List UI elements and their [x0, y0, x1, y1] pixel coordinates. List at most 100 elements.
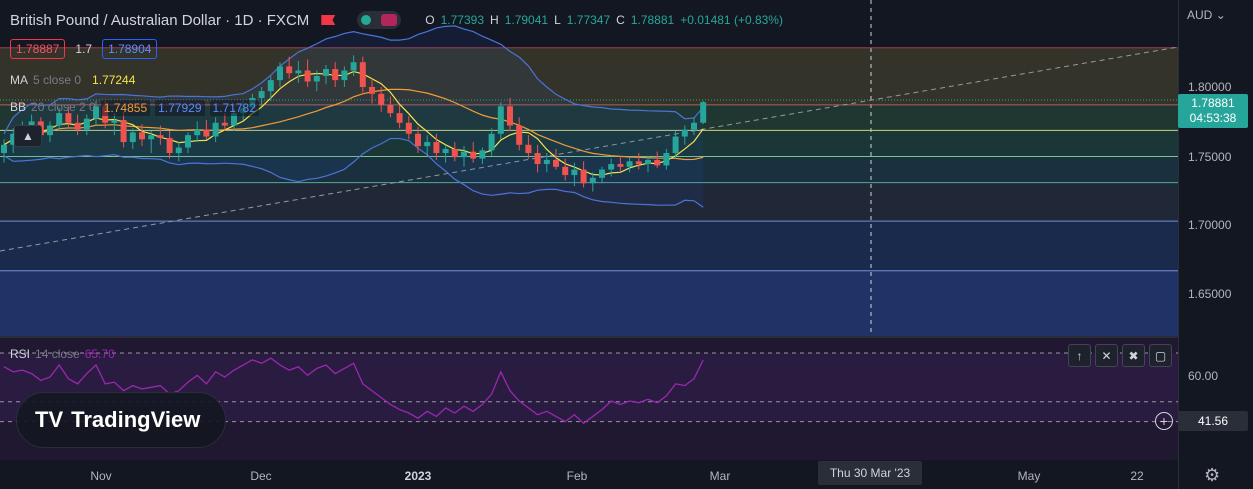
candle-body — [433, 142, 440, 154]
arrow-up-icon: ↑ — [1076, 348, 1083, 363]
price-axis[interactable] — [1178, 0, 1253, 489]
candle-body — [139, 132, 145, 140]
pane-separator — [0, 336, 1178, 339]
low-value: 1.77347 — [566, 13, 611, 27]
move-pane-up-button[interactable]: ↑ — [1068, 344, 1091, 367]
candle-body — [654, 159, 661, 166]
market-status-toggle[interactable] — [357, 11, 402, 29]
bollinger-lower-line — [3, 137, 704, 208]
candle-body — [157, 135, 164, 138]
price-tick: 1.80000 — [1188, 80, 1232, 94]
low-label: L — [554, 13, 561, 27]
currency-label: AUD — [1187, 8, 1213, 22]
chevron-up-icon: ▲ — [22, 129, 34, 143]
candle-body — [461, 151, 467, 158]
candle-body — [56, 113, 63, 126]
candle-body — [323, 69, 329, 76]
gear-icon[interactable]: ⚙ — [1204, 465, 1221, 485]
candle-body — [65, 113, 72, 123]
candle-body — [534, 153, 541, 165]
candle-body — [516, 125, 523, 145]
currency-selector[interactable]: AUD ⌄ — [1187, 8, 1226, 22]
candle-body — [571, 169, 578, 176]
candle-body — [663, 153, 670, 166]
close-icon: ✕ — [1101, 348, 1112, 363]
candle-body — [415, 133, 421, 147]
data-delay-icon — [381, 14, 398, 26]
maximize-pane-button[interactable]: ▢ — [1149, 344, 1172, 367]
candle-body — [129, 132, 136, 143]
fib-band — [0, 270, 1178, 336]
rsi-value: 65.70 — [84, 347, 115, 361]
candle-body — [267, 80, 274, 92]
maximize-icon: ▢ — [1154, 348, 1167, 363]
bb-basis-value: 1.74855 — [100, 100, 151, 116]
candle-body — [258, 91, 265, 99]
candle-body — [295, 70, 302, 74]
collapse-pane-button[interactable]: ✖ — [1122, 344, 1145, 367]
crosshair-date-label: Thu 30 Mar '23 — [818, 461, 922, 485]
rsi-legend[interactable]: RSI 14 close 65.70 — [10, 347, 115, 361]
bollinger-basis-line — [3, 88, 704, 161]
time-tick: Mar — [709, 469, 731, 483]
time-tick: 22 — [1130, 469, 1144, 483]
bollinger-fill — [4, 25, 704, 208]
sell-button[interactable]: 1.78887 — [10, 39, 66, 59]
last-price-value: 1.78881 — [1191, 96, 1235, 110]
bb-lower-value: 1.71782 — [209, 100, 259, 116]
candle-body — [1, 144, 7, 154]
price-tick: 1.75000 — [1188, 150, 1232, 164]
trade-buttons: 1.78887 1.7 1.78904 — [10, 38, 158, 60]
candle-body — [166, 137, 173, 154]
candle-body — [507, 106, 513, 126]
rsi-params: 14 close — [35, 347, 80, 361]
candle-body — [28, 121, 35, 127]
chevron-down-icon: ⌄ — [1215, 8, 1226, 22]
candle-body — [74, 122, 81, 130]
candle-body — [451, 148, 458, 158]
candle-body — [369, 87, 375, 94]
bb-params: 20 close 2 0 — [31, 100, 96, 114]
rsi-name: RSI — [10, 347, 31, 361]
fib-band — [0, 182, 1178, 222]
add-plus-icon[interactable]: + — [1155, 412, 1173, 430]
candle-body — [203, 129, 210, 137]
last-price-label: 1.78881 04:53:38 — [1178, 94, 1248, 128]
tradingview-wordmark: TradingView — [71, 407, 201, 432]
open-value: 1.77393 — [440, 13, 485, 27]
ma-value: 1.77244 — [92, 73, 136, 87]
candle-body — [387, 104, 394, 114]
candle-body — [120, 120, 127, 143]
close-pane-button[interactable]: ✕ — [1095, 344, 1118, 367]
time-tick: Dec — [250, 469, 272, 483]
bb-legend[interactable]: BB 20 close 2 0 1.74855 1.77929 1.71782 — [10, 100, 259, 116]
candle-body — [543, 159, 550, 165]
time-tick: Feb — [566, 469, 588, 483]
symbol-title[interactable]: British Pound / Australian Dollar · 1D ·… — [10, 11, 310, 29]
bb-upper-value: 1.77929 — [155, 100, 205, 116]
candle-body — [626, 161, 633, 167]
candle-body — [488, 133, 495, 151]
close-label: C — [616, 13, 625, 27]
fib-band — [0, 156, 1178, 183]
candle-body — [497, 106, 504, 134]
candle-body — [405, 122, 412, 134]
candle-body — [691, 122, 697, 130]
ma-params: 5 close 0 — [33, 73, 82, 87]
candle-body — [93, 106, 99, 119]
flag-icon[interactable] — [321, 15, 336, 25]
tradingview-logo[interactable]: TV TradingView — [16, 392, 226, 448]
candle-body — [212, 122, 219, 137]
market-open-icon — [361, 15, 372, 25]
candle-body — [617, 164, 624, 167]
ma-legend[interactable]: MA 5 close 0 1.77244 — [10, 73, 135, 87]
candle-body — [396, 113, 403, 123]
candle-body — [470, 151, 477, 159]
rsi-tick: 60.00 — [1188, 369, 1219, 383]
buy-button[interactable]: 1.78904 — [102, 39, 158, 59]
open-label: O — [425, 13, 435, 27]
tradingview-mark-icon: TV — [35, 407, 64, 432]
collapse-legend-button[interactable]: ▲ — [14, 125, 42, 147]
chart-header: British Pound / Australian Dollar · 1D ·… — [10, 10, 783, 30]
collapse-icon: ✖ — [1128, 348, 1139, 363]
